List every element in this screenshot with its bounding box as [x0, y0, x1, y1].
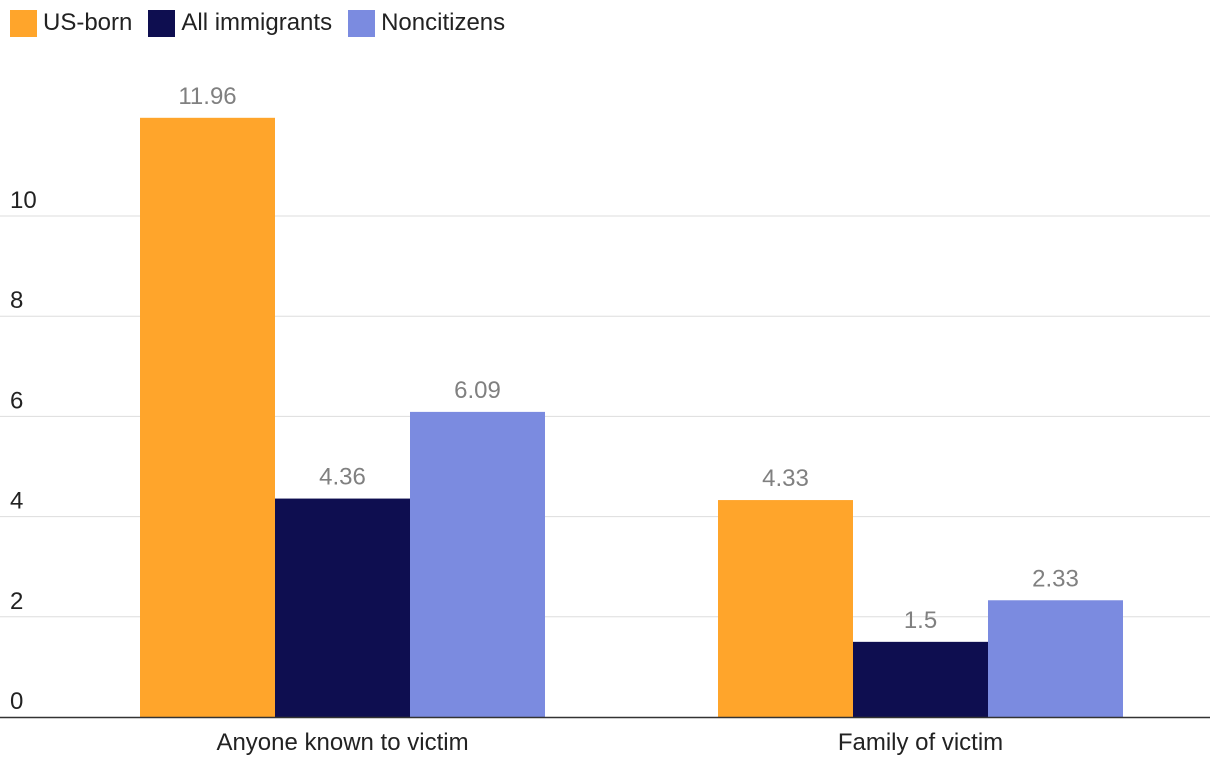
y-tick-label: 6 [10, 387, 23, 414]
legend-label: US-born [43, 9, 133, 36]
legend-swatch [148, 9, 176, 37]
legend-label: Noncitizens [381, 9, 506, 36]
bar-noncitizens [410, 411, 545, 717]
y-tick-label: 0 [10, 688, 23, 715]
bar-all-immigrants [853, 641, 988, 717]
data-label: 6.09 [454, 377, 501, 404]
bar-us-born [140, 117, 275, 717]
data-label: 4.36 [319, 464, 366, 491]
y-tick-label: 10 [10, 187, 37, 214]
legend: US-born All immigrants Noncitizens [10, 9, 505, 37]
legend-swatch [348, 9, 376, 37]
bar-all-immigrants [275, 498, 410, 717]
bar-noncitizens [988, 600, 1123, 717]
legend-item-noncitizens: Noncitizens [348, 9, 505, 37]
legend-label: All immigrants [181, 9, 333, 36]
y-tick-label: 8 [10, 287, 23, 314]
x-category-label: Family of victim [838, 729, 1003, 756]
data-label: 11.96 [178, 83, 236, 110]
data-label: 2.33 [1032, 565, 1079, 592]
y-tick-label: 4 [10, 488, 23, 515]
legend-item-us-born: US-born [10, 9, 132, 37]
bar-us-born [718, 500, 853, 717]
legend-item-all-immigrants: All immigrants [148, 9, 332, 37]
data-label: 1.5 [904, 607, 937, 634]
x-category-label: Anyone known to victim [216, 729, 468, 756]
data-label: 4.33 [762, 465, 809, 492]
y-tick-label: 2 [10, 588, 23, 615]
legend-swatch [10, 9, 37, 37]
